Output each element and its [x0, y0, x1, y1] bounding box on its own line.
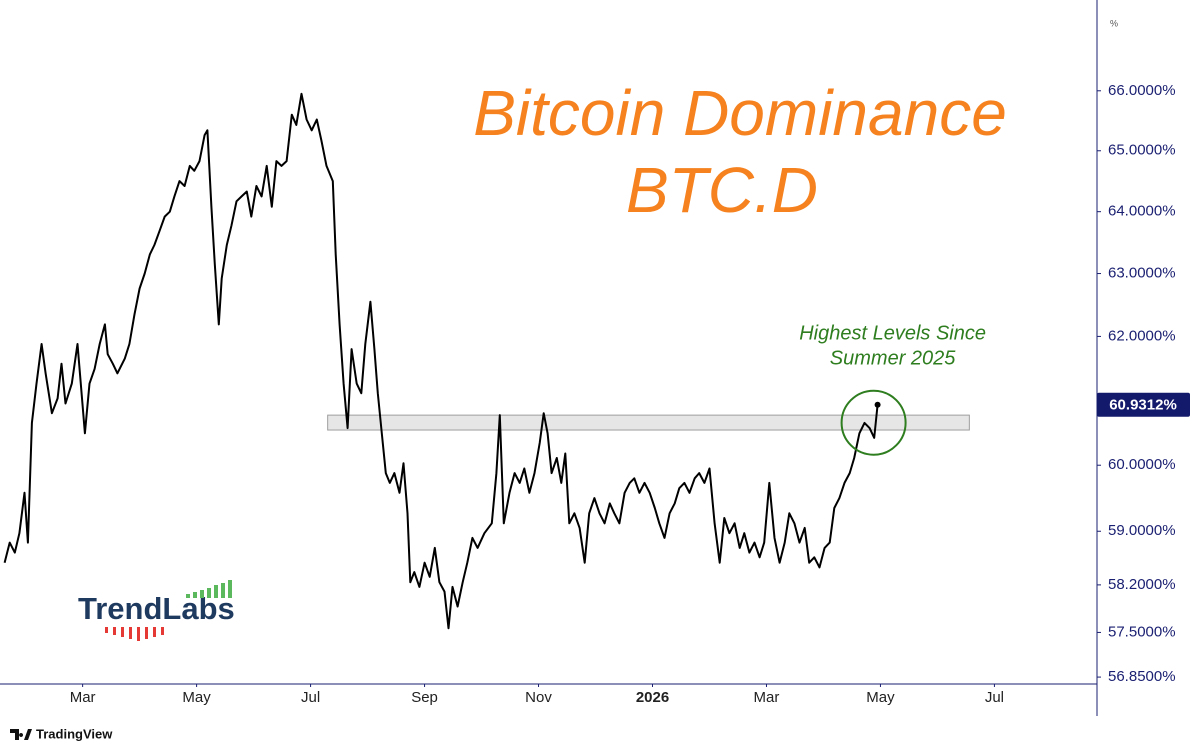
x-tick-label: Mar [754, 689, 780, 706]
x-tick-label: 2026 [636, 689, 669, 706]
annotation: Highest Levels Since [799, 322, 986, 344]
y-tick-label: 60.0000% [1108, 456, 1176, 473]
chart-subtitle: BTC.D [626, 154, 818, 226]
x-tick-label: Nov [525, 689, 552, 706]
footer-icon [10, 729, 32, 740]
y-tick-label: 57.5000% [1108, 623, 1176, 640]
x-tick-label: May [182, 689, 211, 706]
footer-text: TradingView [36, 726, 113, 741]
x-tick-label: Jul [985, 689, 1004, 706]
footer: TradingView [10, 726, 113, 741]
current-value-badge [1097, 392, 1190, 417]
logo-ticks [105, 627, 164, 641]
x-tick-label: May [866, 689, 895, 706]
y-tick-label: 58.2000% [1108, 576, 1176, 593]
y-tick-label: 62.0000% [1108, 327, 1176, 344]
y-tick-label: 66.0000% [1108, 82, 1176, 99]
logo-bars [186, 580, 232, 598]
current-value-label: 60.9312% [1109, 397, 1177, 414]
y-tick-label: 64.0000% [1108, 203, 1176, 220]
last-point [874, 401, 881, 408]
y-unit: % [1110, 18, 1118, 28]
highlight-circle [840, 389, 907, 456]
annotation: Summer 2025 [830, 347, 956, 369]
price-line [3, 92, 879, 630]
x-tick-label: Jul [301, 689, 320, 706]
y-tick-label: 65.0000% [1108, 142, 1176, 159]
x-tick-label: Sep [411, 689, 438, 706]
y-tick-label: 56.8500% [1108, 668, 1176, 685]
y-tick-label: 59.0000% [1108, 522, 1176, 539]
y-tick-label: 63.0000% [1108, 265, 1176, 282]
support-band [327, 414, 970, 431]
logo-text: TrendLabs [78, 591, 235, 626]
x-tick-label: Mar [70, 689, 96, 706]
chart-title: Bitcoin Dominance [473, 77, 1007, 149]
logo: TrendLabs [78, 580, 235, 641]
